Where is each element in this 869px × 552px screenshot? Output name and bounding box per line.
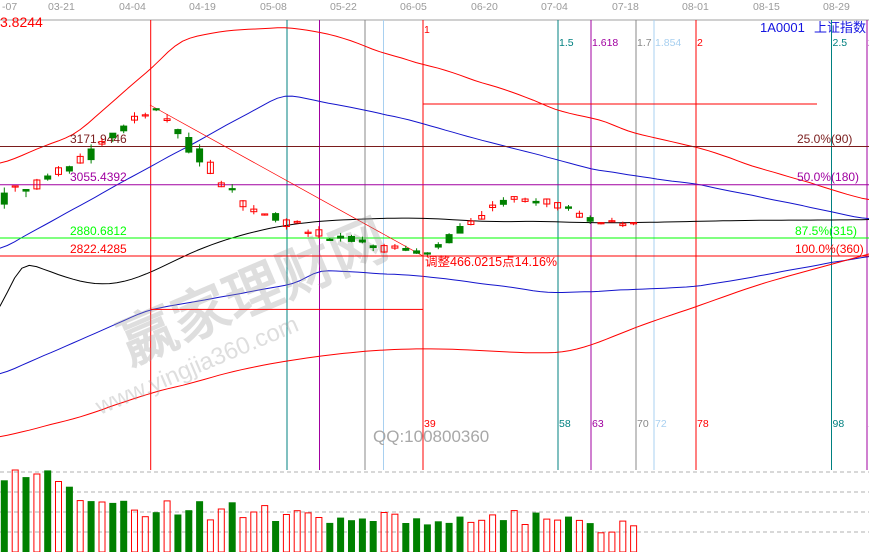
svg-text:1: 1 <box>424 24 430 36</box>
svg-text:05-22: 05-22 <box>330 1 357 13</box>
svg-text:3055.4392: 3055.4392 <box>70 170 127 184</box>
svg-text:78: 78 <box>697 418 709 430</box>
svg-text:58: 58 <box>559 418 571 430</box>
svg-text:1.5: 1.5 <box>559 37 574 49</box>
svg-text:1A0001: 1A0001 <box>760 20 805 35</box>
svg-text:100.0%(360): 100.0%(360) <box>795 242 864 256</box>
svg-text:63: 63 <box>592 418 604 430</box>
svg-text:-07: -07 <box>2 1 17 13</box>
svg-text:2: 2 <box>697 37 703 49</box>
svg-text:25.0%(90): 25.0%(90) <box>797 132 852 146</box>
svg-text:50.0%(180): 50.0%(180) <box>797 170 859 184</box>
svg-text:1.7: 1.7 <box>637 37 652 49</box>
svg-text:04-04: 04-04 <box>119 1 146 13</box>
svg-text:QQ:100800360: QQ:100800360 <box>373 427 489 446</box>
svg-text:70: 70 <box>637 418 649 430</box>
svg-text:06-20: 06-20 <box>471 1 498 13</box>
svg-text:3.8244: 3.8244 <box>0 14 43 30</box>
svg-text:87.5%(315): 87.5%(315) <box>795 224 857 238</box>
svg-text:07-04: 07-04 <box>541 1 568 13</box>
svg-text:上证指数: 上证指数 <box>814 20 866 35</box>
svg-text:04-19: 04-19 <box>189 1 216 13</box>
svg-text:08-15: 08-15 <box>753 1 780 13</box>
svg-text:2880.6812: 2880.6812 <box>70 224 127 238</box>
svg-text:98: 98 <box>833 418 845 430</box>
svg-text:72: 72 <box>655 418 667 430</box>
svg-text:08-29: 08-29 <box>823 1 850 13</box>
svg-text:调整466.0215点14.16%: 调整466.0215点14.16% <box>425 254 557 269</box>
svg-text:08-01: 08-01 <box>682 1 709 13</box>
svg-text:03-21: 03-21 <box>48 1 75 13</box>
svg-text:05-08: 05-08 <box>260 1 287 13</box>
svg-text:2.5: 2.5 <box>833 37 848 49</box>
svg-text:2822.4285: 2822.4285 <box>70 242 127 256</box>
svg-text:06-05: 06-05 <box>400 1 427 13</box>
svg-text:1.618: 1.618 <box>592 37 618 49</box>
svg-text:07-18: 07-18 <box>612 1 639 13</box>
svg-text:1.854: 1.854 <box>655 37 681 49</box>
